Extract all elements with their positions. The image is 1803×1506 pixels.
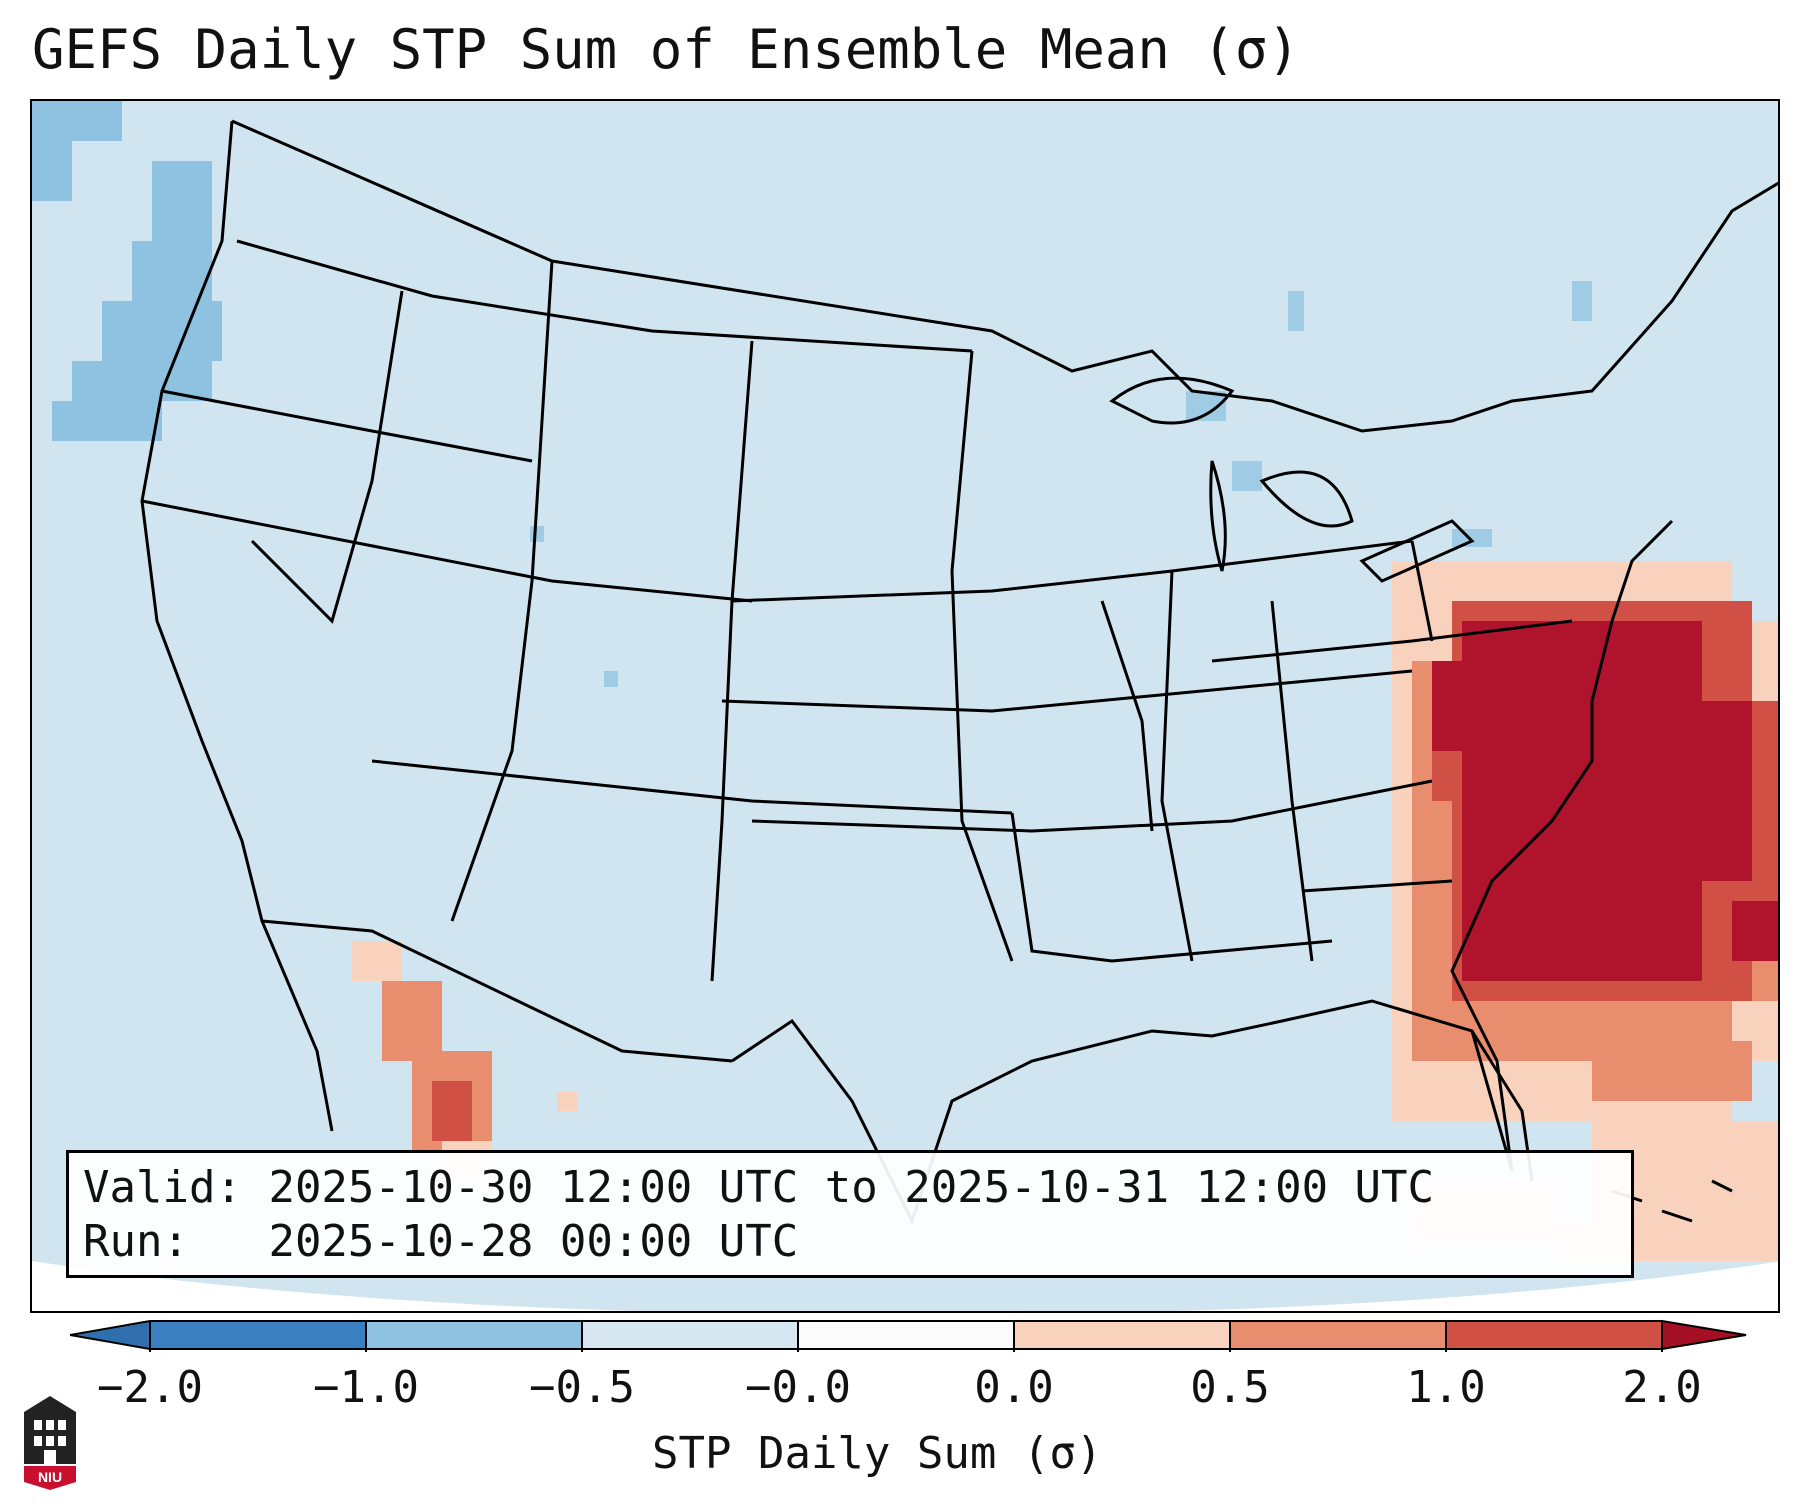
valid-run-info-box: Valid: 2025-10-30 12:00 UTC to 2025-10-3…	[66, 1150, 1634, 1278]
colorbar-tick-label: −2.0	[97, 1362, 203, 1413]
stp-map	[32, 101, 1778, 1311]
colorbar-bin	[798, 1321, 1014, 1349]
colorbar-tick-label: 0.5	[1190, 1362, 1270, 1413]
colorbar	[70, 1320, 1747, 1352]
colorbar-bin	[366, 1321, 582, 1349]
colorbar-tick-label: −1.0	[313, 1362, 419, 1413]
colorbar-tick-label: 2.0	[1622, 1362, 1702, 1413]
borders	[140, 119, 1778, 1225]
colorbar-tick-label: 0.0	[974, 1362, 1054, 1413]
map-title: GEFS Daily STP Sum of Ensemble Mean (σ)	[32, 18, 1300, 81]
colorbar-tick-label: −0.0	[745, 1362, 851, 1413]
positive-anomaly-east	[1392, 561, 1778, 1261]
colorbar-label: STP Daily Sum (σ)	[652, 1428, 1103, 1479]
logo-text: NIU	[38, 1469, 62, 1485]
niu-logo-icon: NIU	[24, 1396, 76, 1490]
run-value: 2025-10-28 00:00 UTC	[268, 1216, 799, 1267]
valid-label: Valid:	[83, 1162, 242, 1213]
colorbar-bin	[1230, 1321, 1446, 1349]
valid-value: 2025-10-30 12:00 UTC to 2025-10-31 12:00…	[268, 1162, 1435, 1213]
negative-anomaly-pacific	[32, 101, 222, 441]
colorbar-extend-high	[1662, 1321, 1746, 1349]
run-label: Run:	[83, 1216, 189, 1267]
colorbar-tick-label: −0.5	[529, 1362, 635, 1413]
colorbar-bin	[1446, 1321, 1662, 1349]
colorbar-tick-label: 1.0	[1406, 1362, 1486, 1413]
colorbar-extend-low	[70, 1321, 150, 1349]
colorbar-bin	[1014, 1321, 1230, 1349]
map-panel	[30, 99, 1780, 1313]
colorbar-bin	[150, 1321, 366, 1349]
colorbar-bin	[582, 1321, 798, 1349]
